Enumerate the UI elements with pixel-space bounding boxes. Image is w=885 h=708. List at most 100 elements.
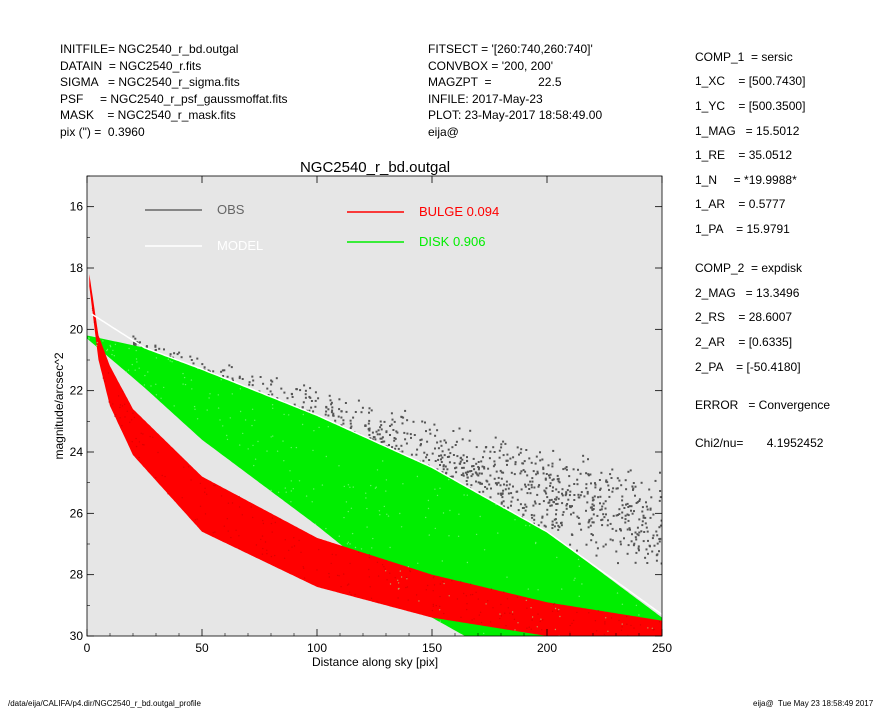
obs-point	[590, 539, 593, 542]
obs-point	[589, 524, 592, 527]
band-point	[212, 532, 214, 534]
obs-point	[646, 508, 649, 511]
obs-point	[542, 500, 545, 503]
band-point	[107, 372, 110, 374]
obs-point	[541, 458, 544, 461]
band-point	[318, 548, 320, 551]
obs-point	[338, 398, 341, 401]
obs-point	[632, 487, 635, 490]
obs-point	[549, 504, 552, 507]
band-point	[527, 588, 529, 590]
band-point	[597, 637, 598, 638]
band-point	[595, 630, 598, 632]
obs-point	[601, 505, 604, 508]
obs-point	[577, 496, 580, 499]
band-point	[112, 403, 114, 405]
band-point	[425, 589, 427, 591]
obs-point	[498, 449, 501, 452]
obs-point	[561, 502, 564, 505]
obs-point	[445, 441, 447, 444]
band-point	[220, 379, 222, 381]
obs-point	[470, 475, 473, 478]
band-point	[561, 588, 563, 590]
obs-point	[642, 516, 645, 519]
band-point	[138, 456, 140, 459]
obs-point	[419, 439, 422, 442]
band-point	[645, 681, 646, 682]
obs-point	[393, 437, 396, 439]
obs-point	[252, 379, 255, 382]
band-point	[376, 561, 379, 563]
band-point	[540, 618, 542, 620]
band-point	[143, 384, 146, 386]
obs-point	[649, 545, 651, 548]
obs-point	[231, 377, 234, 380]
obs-point	[271, 393, 274, 396]
obs-point	[448, 461, 451, 464]
band-point	[261, 553, 264, 555]
band-point	[483, 549, 486, 551]
band-point	[161, 474, 163, 477]
band-point	[350, 594, 352, 596]
band-point	[536, 626, 538, 628]
obs-point	[505, 484, 508, 487]
obs-point	[620, 529, 622, 532]
obs-point	[451, 446, 454, 449]
obs-point	[400, 415, 403, 418]
band-point	[621, 623, 623, 625]
band-point	[425, 516, 427, 519]
obs-point	[492, 465, 495, 468]
obs-point	[655, 559, 658, 562]
band-point	[266, 450, 268, 452]
band-point	[155, 383, 157, 385]
band-point	[133, 416, 136, 419]
band-point	[96, 341, 99, 344]
band-point	[288, 549, 290, 552]
band-point	[112, 349, 114, 352]
obs-point	[325, 405, 328, 408]
obs-point	[569, 505, 571, 508]
obs-point	[495, 482, 498, 485]
band-point	[190, 379, 193, 381]
band-point	[302, 413, 304, 416]
obs-point	[533, 486, 536, 489]
obs-point	[134, 342, 137, 345]
obs-point	[344, 402, 347, 404]
band-point	[128, 347, 130, 350]
band-point	[605, 617, 607, 619]
obs-point	[621, 516, 624, 519]
obs-point	[641, 506, 644, 509]
obs-point	[290, 392, 293, 395]
band-point	[290, 446, 292, 449]
obs-point	[404, 409, 407, 412]
band-point	[239, 444, 241, 446]
obs-point	[470, 484, 473, 487]
band-point	[427, 499, 430, 502]
param-line-14: Chi2/nu= 4.1952452	[695, 436, 824, 450]
band-point	[282, 440, 284, 442]
obs-point	[524, 483, 526, 486]
obs-point	[619, 540, 622, 543]
band-point	[499, 617, 501, 620]
obs-point	[522, 462, 525, 465]
obs-point	[507, 506, 510, 509]
band-point	[182, 383, 184, 385]
obs-point	[238, 375, 241, 378]
band-point	[406, 578, 408, 580]
obs-point	[455, 466, 458, 469]
band-point	[628, 666, 629, 667]
obs-point	[638, 498, 641, 501]
band-point	[448, 535, 450, 537]
band-point	[251, 408, 254, 410]
obs-point	[660, 562, 662, 565]
obs-point	[502, 505, 505, 508]
band-point	[264, 541, 267, 543]
band-point	[386, 579, 388, 581]
obs-point	[610, 477, 613, 479]
obs-point	[500, 443, 503, 446]
obs-point	[658, 526, 661, 529]
band-point	[142, 433, 144, 435]
band-point	[431, 609, 434, 612]
obs-point	[426, 453, 429, 456]
obs-point	[502, 471, 505, 474]
